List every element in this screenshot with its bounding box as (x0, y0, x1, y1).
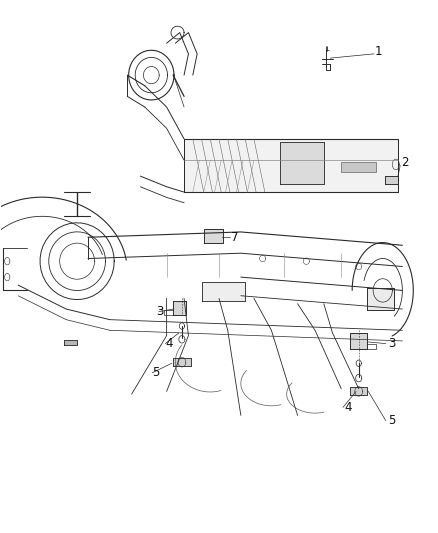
Text: 5: 5 (388, 414, 395, 427)
Text: 1: 1 (374, 45, 382, 58)
Text: 4: 4 (165, 337, 173, 350)
Text: 7: 7 (230, 231, 238, 244)
Text: 5: 5 (152, 366, 159, 379)
Polygon shape (173, 358, 191, 367)
Polygon shape (64, 340, 77, 345)
Polygon shape (350, 387, 367, 395)
Polygon shape (385, 176, 398, 184)
Text: 3: 3 (388, 337, 395, 350)
Text: 2: 2 (401, 156, 408, 169)
Polygon shape (367, 288, 394, 310)
Text: 4: 4 (344, 401, 352, 414)
Polygon shape (173, 301, 186, 316)
Polygon shape (201, 282, 245, 301)
Polygon shape (341, 162, 376, 172)
Polygon shape (280, 142, 324, 184)
Polygon shape (204, 229, 223, 243)
Polygon shape (350, 333, 367, 349)
Text: 3: 3 (156, 305, 164, 318)
Polygon shape (184, 139, 398, 192)
